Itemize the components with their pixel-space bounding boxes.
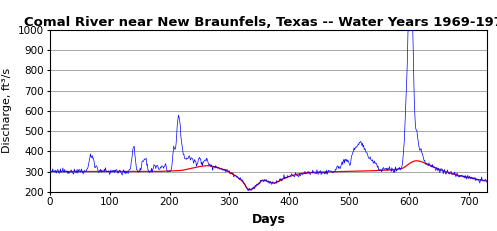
X-axis label: Days: Days [251,213,285,226]
Y-axis label: Discharge, ft³/s: Discharge, ft³/s [2,68,12,153]
Title: Comal River near New Braunfels, Texas -- Water Years 1969-1970: Comal River near New Braunfels, Texas --… [24,16,497,29]
